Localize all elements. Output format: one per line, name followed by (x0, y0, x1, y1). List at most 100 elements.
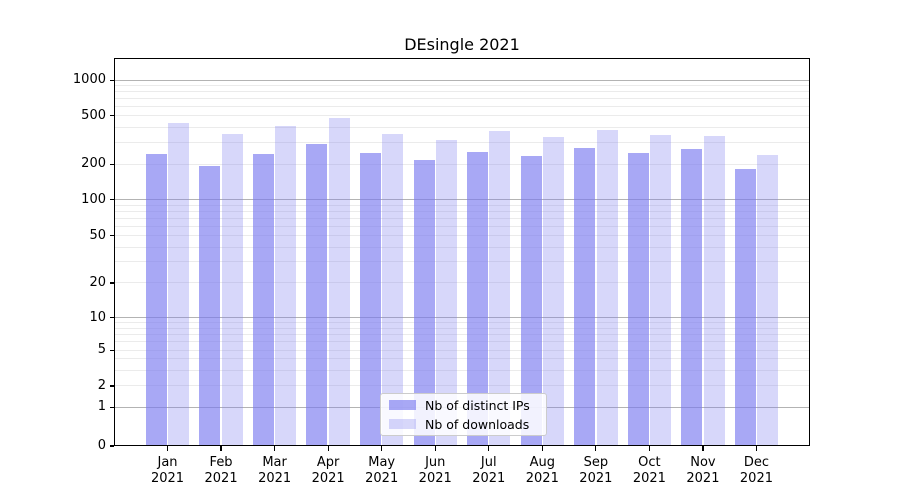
plot-area (114, 58, 810, 446)
x-axis-tick (541, 446, 543, 451)
bar-distinct-ips-sep (574, 148, 596, 446)
y-axis-tick (109, 115, 114, 117)
x-tick-label: Jun 2021 (418, 455, 452, 486)
x-tick-label: Dec 2021 (739, 455, 773, 486)
gridline-minor (114, 115, 810, 117)
bar-downloads-jan (168, 122, 190, 446)
gridline-minor (114, 327, 810, 329)
y-axis-tick (109, 79, 114, 82)
y-axis-tick (109, 349, 114, 351)
bar-downloads-may (382, 134, 404, 446)
gridline-minor (114, 98, 810, 100)
x-tick-label: Mar 2021 (258, 455, 292, 486)
y-axis-tick (109, 282, 114, 284)
y-tick-label: 10 (89, 309, 106, 325)
y-tick-label: 5 (97, 342, 106, 358)
legend-label-downloads: Nb of downloads (425, 416, 530, 432)
y-axis-tick (109, 445, 114, 447)
x-axis-tick (702, 446, 704, 451)
x-axis-tick (648, 446, 651, 451)
x-axis-tick (381, 446, 383, 451)
x-tick-label: Aug 2021 (525, 455, 559, 486)
bar-distinct-ips-dec (734, 169, 756, 446)
bar-downloads-aug (543, 136, 564, 446)
bar-distinct-ips-feb (199, 166, 221, 446)
x-tick-label: Nov 2021 (686, 455, 720, 486)
x-tick-label: Jan 2021 (150, 455, 185, 486)
x-axis-tick (273, 446, 276, 451)
x-tick-label: May 2021 (365, 455, 399, 486)
gridline-minor (114, 210, 810, 212)
y-tick-label: 1000 (72, 72, 106, 88)
bar-distinct-ips-nov (681, 149, 703, 446)
legend-item-downloads: Nb of downloads (389, 417, 538, 432)
bar-distinct-ips-jun (413, 160, 435, 446)
legend-item-distinct-ips: Nb of distinct IPs (389, 398, 538, 413)
y-axis-tick (109, 317, 114, 319)
gridline-major (114, 199, 810, 201)
bar-distinct-ips-oct (627, 153, 649, 446)
gridline-minor (114, 369, 810, 371)
gridline-major (114, 79, 810, 81)
y-tick-label: 1 (97, 399, 106, 415)
x-axis-tick (327, 446, 329, 451)
x-tick-label: Jul 2021 (472, 455, 506, 486)
bar-distinct-ips-aug (520, 155, 542, 446)
bar-downloads-jun (435, 140, 457, 446)
legend-swatch-distinct-ips (389, 400, 416, 410)
bar-downloads-dec (757, 155, 779, 446)
y-axis-tick (109, 406, 114, 409)
bar-downloads-oct (650, 135, 672, 446)
x-tick-label: Oct 2021 (632, 455, 666, 486)
y-tick-label: 2 (97, 377, 106, 393)
x-tick-label: Feb 2021 (204, 455, 238, 486)
y-tick-label: 0 (97, 438, 106, 453)
bar-distinct-ips-apr (306, 144, 328, 446)
y-axis-tick (109, 198, 114, 201)
gridline-minor (114, 217, 810, 219)
gridline-minor (114, 246, 810, 248)
legend-swatch-downloads (389, 419, 416, 429)
gridline-minor (114, 91, 810, 93)
gridline-minor (114, 85, 810, 87)
gridline-minor (114, 235, 810, 237)
gridline-minor (114, 334, 810, 335)
gridline-minor (114, 385, 810, 387)
x-tick-label: Apr 2021 (311, 455, 345, 486)
gridline-minor (114, 282, 810, 284)
gridline-minor (114, 322, 810, 324)
gridline-minor (114, 261, 810, 263)
bar-downloads-nov (703, 136, 725, 446)
y-axis-tick (109, 163, 114, 165)
gridline-minor (114, 341, 810, 343)
bar-distinct-ips-jan (145, 153, 167, 446)
bar-downloads-jul (489, 130, 511, 446)
x-axis-tick (595, 446, 597, 451)
x-axis-tick (166, 446, 169, 451)
y-tick-label: 20 (89, 274, 106, 290)
bar-distinct-ips-jul (467, 152, 489, 446)
gridline-minor (114, 225, 810, 227)
bar-downloads-feb (221, 134, 243, 446)
y-axis-tick (109, 234, 114, 237)
x-axis-tick (755, 446, 758, 451)
y-axis-tick (109, 385, 114, 387)
y-tick-label: 100 (81, 191, 106, 207)
legend-label-distinct-ips: Nb of distinct IPs (425, 397, 530, 413)
gridline-minor (114, 142, 810, 144)
x-axis-tick (220, 446, 222, 451)
chart-title: DEsingle 2021 (404, 35, 520, 54)
gridline-major (114, 317, 810, 319)
y-axis: 0 1 2 5 10 20 50 100 200 500 1000 (0, 58, 106, 453)
y-tick-label: 500 (81, 107, 106, 123)
bar-distinct-ips-may (359, 152, 381, 446)
gridline-minor (114, 106, 810, 108)
legend: Nb of distinct IPs Nb of downloads (380, 393, 547, 436)
bar-distinct-ips-mar (252, 154, 274, 446)
x-tick-label: Sep 2021 (579, 455, 613, 486)
bar-downloads-mar (275, 126, 297, 446)
gridline-minor (114, 127, 810, 129)
gridline-minor (114, 204, 810, 206)
y-tick-label: 200 (81, 156, 106, 172)
